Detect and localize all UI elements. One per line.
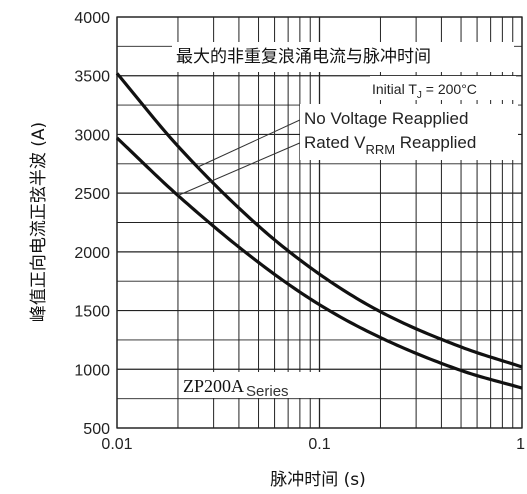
- y-tick-label: 2000: [74, 245, 110, 262]
- y-tick-label: 1500: [74, 304, 110, 321]
- series-label-rated-vrrm: Rated VRRM Reapplied: [304, 133, 476, 157]
- title-background: [172, 42, 514, 72]
- series-label-rated-suffix: Reapplied: [395, 133, 476, 152]
- series-label-rated-sub: RRM: [365, 142, 395, 157]
- condition-background: [370, 76, 516, 100]
- part-label-background: [180, 372, 330, 398]
- leader-line-rated-vrrm: [177, 141, 303, 196]
- part-number: ZP200A: [183, 376, 244, 396]
- leader-line-no-voltage: [197, 118, 303, 168]
- y-tick-label: 500: [83, 421, 110, 438]
- part-label: ZP200A Series: [183, 376, 289, 400]
- y-tick-label: 1000: [74, 362, 110, 379]
- condition-label: Initial TJ = 200°C: [372, 81, 477, 101]
- part-suffix: Series: [246, 383, 289, 400]
- x-tick-label: 0.01: [101, 436, 132, 453]
- condition-suffix: = 200°C: [422, 81, 477, 97]
- series-label-background: [300, 104, 518, 160]
- y-tick-label: 2500: [74, 186, 110, 203]
- y-tick-label: 4000: [74, 10, 110, 27]
- y-axis-title: 峰值正向电流正弦半波 (A): [29, 122, 49, 322]
- condition-subscript: J: [417, 90, 422, 101]
- leader-lines: [177, 118, 303, 196]
- x-tick-label: 0.1: [308, 436, 330, 453]
- y-tick-label: 3000: [74, 127, 110, 144]
- series-label-no-voltage: No Voltage Reapplied: [304, 109, 468, 128]
- x-axis-title: 脉冲时间 (s): [270, 470, 366, 490]
- curve-no-voltage-reapplied: [115, 72, 523, 369]
- chart-title: 最大的非重复浪涌电流与脉冲时间: [176, 47, 431, 67]
- x-tick-label: 1: [516, 436, 525, 453]
- condition-prefix: Initial T: [372, 81, 417, 97]
- curve-rated-vrrm-reapplied: [115, 136, 523, 390]
- curves: [115, 72, 523, 390]
- y-tick-label: 3500: [74, 69, 110, 86]
- series-label-rated-prefix: Rated V: [304, 133, 366, 152]
